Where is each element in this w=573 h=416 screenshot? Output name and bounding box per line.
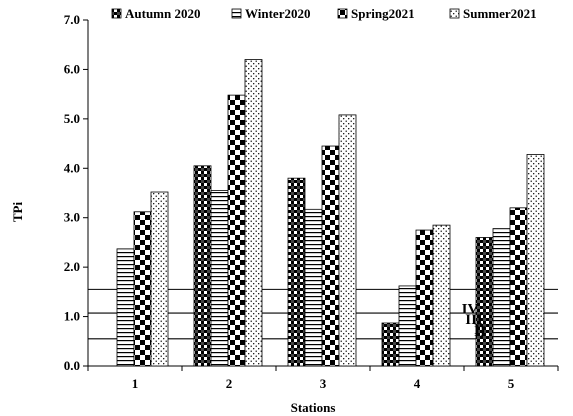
legend-label: Spring2021 xyxy=(351,6,415,21)
legend-label: Summer2021 xyxy=(463,6,537,21)
bar xyxy=(338,114,357,367)
bar xyxy=(526,154,545,367)
bars xyxy=(116,59,545,367)
y-tick-label: 0.0 xyxy=(64,358,80,373)
bar xyxy=(398,285,417,367)
bar xyxy=(304,208,323,367)
bar xyxy=(381,322,400,367)
legend-swatch xyxy=(111,8,122,19)
class-label: IV xyxy=(462,301,479,317)
bar xyxy=(321,145,340,367)
y-tick-label: 5.0 xyxy=(64,111,80,126)
y-axis: 0.0 1.0 2.0 3.0 4.0 5.0 6.0 7.0 xyxy=(64,12,89,373)
y-tick-label: 1.0 xyxy=(64,309,80,324)
y-tick-label: 6.0 xyxy=(64,61,80,76)
bar xyxy=(509,207,528,367)
y-tick-label: 3.0 xyxy=(64,210,80,225)
legend-label: Autumn 2020 xyxy=(125,6,201,21)
legend-swatch xyxy=(231,8,242,19)
y-tick-label: 2.0 xyxy=(64,259,80,274)
legend: Autumn 2020 Winter2020 Spring2021 Summer202… xyxy=(111,6,537,21)
legend-swatch xyxy=(337,8,348,19)
class-label: I xyxy=(474,322,480,338)
class-label: II xyxy=(474,324,486,340)
x-axis: 1 2 3 4 5 xyxy=(87,365,559,391)
legend-label: Winter2020 xyxy=(245,6,310,21)
x-tick-label: 3 xyxy=(320,376,327,391)
y-tick-label: 7.0 xyxy=(64,12,80,27)
bar xyxy=(475,237,494,367)
class-label: III xyxy=(465,312,483,328)
bar xyxy=(244,59,263,367)
x-tick-label: 4 xyxy=(414,376,421,391)
bar xyxy=(415,229,434,367)
bar xyxy=(210,190,229,367)
bar xyxy=(133,211,152,367)
bar xyxy=(116,248,135,367)
bar xyxy=(492,228,511,367)
bar xyxy=(150,191,169,367)
x-tick-label: 5 xyxy=(508,376,515,391)
bar xyxy=(287,177,306,367)
bar xyxy=(193,165,212,367)
bar xyxy=(432,224,451,367)
x-tick-label: 2 xyxy=(226,376,233,391)
x-tick-label: 1 xyxy=(132,376,139,391)
legend-swatch xyxy=(449,8,460,19)
y-axis-title: TPi xyxy=(10,202,25,223)
y-tick-label: 4.0 xyxy=(64,160,80,175)
x-axis-title: Stations xyxy=(291,400,336,415)
bar xyxy=(227,94,246,367)
